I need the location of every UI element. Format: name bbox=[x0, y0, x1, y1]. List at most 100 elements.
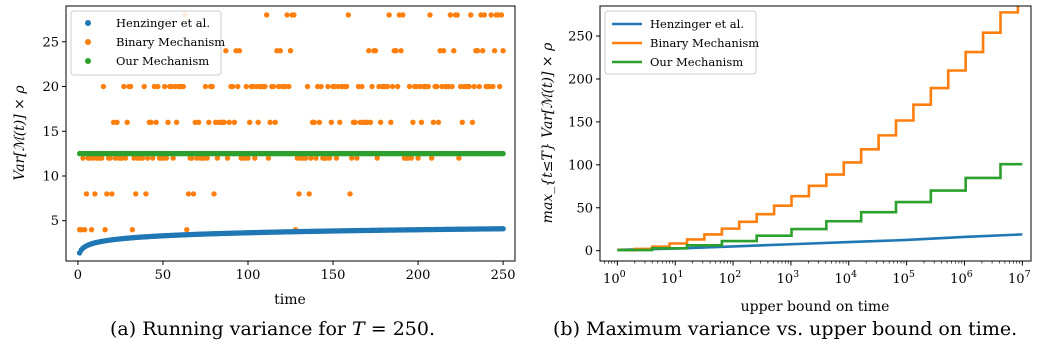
binary-point bbox=[195, 119, 202, 126]
binary-point bbox=[406, 83, 413, 90]
x-tick-label: 150 bbox=[321, 268, 346, 283]
y-tick-label: 20 bbox=[42, 80, 59, 95]
binary-point bbox=[231, 119, 238, 126]
binary-point bbox=[469, 119, 476, 126]
binary-point bbox=[235, 83, 241, 90]
binary-point bbox=[133, 191, 139, 197]
binary-point bbox=[388, 119, 394, 126]
chart-a-legend: Henzinger et al. Binary Mechanism Our Mech… bbox=[70, 10, 225, 76]
binary-line bbox=[617, 6, 1020, 252]
binary-point bbox=[114, 119, 120, 126]
legend-label-ours: Our Mechanism bbox=[116, 54, 209, 68]
binary-point bbox=[468, 12, 474, 18]
binary-point bbox=[337, 119, 343, 126]
chart-a-ylabel-text: Var[ℳ(t)] × ρ bbox=[12, 85, 28, 181]
binary-point bbox=[389, 83, 396, 90]
binary-point bbox=[408, 155, 414, 161]
binary-point bbox=[454, 12, 460, 18]
chart-a-xlabel: time bbox=[274, 292, 306, 308]
x-tick-label: 250 bbox=[491, 268, 516, 283]
binary-point bbox=[185, 191, 192, 197]
binary-point bbox=[109, 191, 115, 197]
binary-point bbox=[447, 12, 454, 18]
binary-point bbox=[262, 83, 268, 90]
binary-point bbox=[141, 83, 147, 90]
binary-point bbox=[316, 119, 323, 126]
binary-point bbox=[296, 191, 302, 197]
binary-point bbox=[481, 12, 488, 18]
chart-a-ylabel: Var[ℳ(t)] × ρ bbox=[12, 85, 28, 181]
binary-point bbox=[325, 83, 331, 90]
binary-point bbox=[500, 48, 506, 54]
binary-point bbox=[229, 83, 236, 90]
binary-point bbox=[144, 155, 151, 161]
y-tick-label: 250 bbox=[568, 30, 593, 45]
binary-point bbox=[311, 119, 318, 126]
binary-point bbox=[80, 155, 86, 161]
binary-point bbox=[410, 119, 416, 126]
binary-point bbox=[184, 226, 190, 233]
binary-point bbox=[252, 155, 258, 161]
legend-label-binary: Binary Mechanism bbox=[650, 36, 759, 50]
legend-box bbox=[70, 10, 222, 76]
binary-point bbox=[163, 155, 170, 161]
binary-point bbox=[255, 119, 261, 126]
binary-point bbox=[104, 191, 110, 197]
henzinger-point bbox=[500, 226, 506, 232]
binary-point bbox=[367, 119, 374, 126]
chart-b-plot-frame bbox=[599, 5, 1032, 262]
binary-point bbox=[427, 12, 433, 18]
x-tick-label: 200 bbox=[406, 268, 431, 283]
binary-point bbox=[372, 48, 379, 54]
binary-point bbox=[347, 191, 353, 197]
binary-point bbox=[434, 83, 440, 90]
binary-point bbox=[354, 155, 360, 161]
x-tick-label: 102 bbox=[719, 269, 742, 287]
binary-point bbox=[99, 155, 105, 161]
binary-point bbox=[206, 119, 212, 126]
x-tick-label: 104 bbox=[834, 269, 857, 287]
chart-b-legend: Henzinger et al. Binary Mechanism Our Mech… bbox=[604, 10, 759, 75]
binary-point bbox=[190, 191, 197, 197]
chart-b-ticks: 100 101 102 103 104 105 106 107 0 50 100 150 200 250 bbox=[568, 30, 1030, 287]
binary-point bbox=[476, 83, 482, 90]
chart-b: 100 101 102 103 104 105 106 107050100150200250 … bbox=[540, 5, 1032, 315]
binary-point bbox=[425, 83, 431, 90]
binary-point bbox=[418, 119, 425, 126]
binary-point bbox=[377, 119, 384, 126]
x-tick-label: 105 bbox=[892, 269, 915, 287]
binary-point bbox=[428, 155, 435, 161]
chart-b-ylabel: max_{t≤T} Var[ℳ(t)] × ρ bbox=[540, 42, 556, 223]
binary-point bbox=[202, 83, 209, 90]
binary-point bbox=[303, 155, 309, 161]
y-tick-label: 200 bbox=[568, 72, 593, 87]
binary-point bbox=[88, 226, 95, 233]
caption-a: (a) Running variance for T = 250. bbox=[110, 318, 435, 340]
binary-point bbox=[224, 155, 231, 161]
binary-point bbox=[430, 119, 437, 126]
chart-b-data bbox=[617, 6, 1023, 252]
binary-point bbox=[349, 155, 355, 161]
binary-point bbox=[386, 12, 392, 18]
binary-point bbox=[107, 155, 113, 161]
caption-b: (b) Maximum variance vs. upper bound on … bbox=[553, 318, 1018, 340]
x-tick-label: 100 bbox=[236, 268, 261, 283]
binary-point bbox=[394, 83, 401, 90]
binary-point bbox=[328, 119, 335, 126]
chart-a-data bbox=[76, 12, 506, 256]
chart-a-plot-frame bbox=[65, 5, 516, 262]
binary-point bbox=[435, 119, 442, 126]
y-tick-label: 5 bbox=[51, 214, 59, 229]
binary-point bbox=[173, 119, 180, 126]
binary-point bbox=[226, 119, 232, 126]
binary-point bbox=[398, 48, 404, 54]
y-tick-label: 0 bbox=[585, 244, 593, 259]
y-tick-label: 100 bbox=[568, 158, 593, 173]
ours-point bbox=[500, 150, 506, 157]
binary-point bbox=[318, 83, 324, 90]
x-tick-label: 107 bbox=[1008, 269, 1031, 287]
binary-point bbox=[496, 83, 503, 90]
binary-point bbox=[308, 155, 314, 161]
binary-point bbox=[270, 83, 277, 90]
y-tick-label: 150 bbox=[568, 115, 593, 130]
